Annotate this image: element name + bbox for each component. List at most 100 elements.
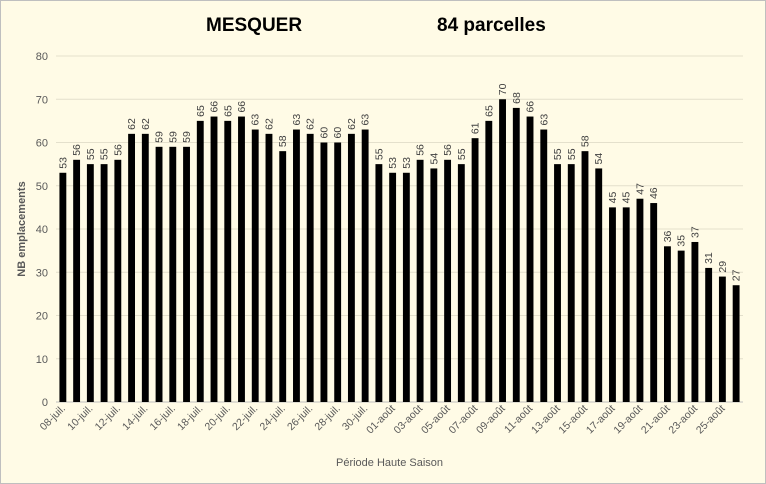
data-label: 53 — [387, 157, 399, 169]
y-tick-label: 60 — [36, 138, 48, 150]
data-label: 56 — [415, 144, 427, 156]
bar — [141, 133, 149, 402]
x-tick-label: 20-juil. — [203, 403, 233, 433]
data-label: 63 — [360, 114, 372, 126]
x-tick-label: 01-août — [364, 403, 398, 437]
data-label: 63 — [291, 114, 303, 126]
data-label: 66 — [525, 101, 537, 113]
data-label: 55 — [456, 148, 468, 160]
y-tick-label: 20 — [36, 311, 48, 323]
bar — [375, 164, 383, 402]
data-label: 62 — [346, 118, 358, 130]
data-label: 65 — [222, 105, 234, 117]
x-tick-label: 14-juil. — [120, 403, 150, 433]
x-tick-label: 07-août — [447, 403, 481, 437]
data-label: 66 — [236, 101, 248, 113]
x-tick-label: 05-août — [419, 403, 453, 437]
y-tick-label: 10 — [36, 354, 48, 366]
data-label: 35 — [676, 235, 688, 247]
bar — [59, 172, 67, 402]
x-tick-label: 28-juil. — [312, 403, 342, 433]
bar — [169, 146, 177, 402]
bar — [100, 164, 108, 402]
data-label: 54 — [593, 153, 605, 165]
data-label: 45 — [607, 192, 619, 204]
bar — [73, 159, 81, 402]
data-label: 59 — [181, 131, 193, 143]
data-label: 55 — [373, 148, 385, 160]
bar — [196, 120, 204, 402]
bar — [86, 164, 94, 402]
x-tick-label: 25-août — [694, 403, 728, 437]
data-label: 65 — [483, 105, 495, 117]
data-label: 55 — [552, 148, 564, 160]
data-label: 62 — [305, 118, 317, 130]
y-tick-label: 70 — [36, 94, 48, 106]
bar — [512, 107, 520, 403]
data-label: 56 — [71, 144, 83, 156]
bar — [251, 129, 259, 402]
bar — [155, 146, 163, 402]
data-label: 63 — [538, 114, 550, 126]
x-tick-label: 22-juil. — [230, 403, 260, 433]
data-label: 27 — [731, 269, 743, 281]
bar — [554, 164, 561, 402]
data-label: 45 — [621, 192, 633, 204]
bar — [705, 267, 713, 402]
x-axis-title: Période Haute Saison — [336, 457, 443, 469]
data-label: 58 — [579, 135, 591, 147]
bar — [471, 138, 479, 403]
bar — [416, 159, 424, 402]
bar — [361, 129, 369, 402]
y-tick-label: 0 — [42, 397, 48, 409]
x-tick-label: 03-août — [392, 403, 426, 437]
data-label: 54 — [428, 153, 440, 165]
y-tick-label: 80 — [36, 51, 48, 63]
x-tick-label: 24-juil. — [257, 403, 287, 433]
bar — [279, 151, 287, 402]
y-tick-label: 30 — [36, 267, 48, 279]
chart-title: MESQUER — [206, 15, 303, 36]
data-label: 53 — [401, 157, 413, 169]
bar — [444, 159, 452, 402]
y-tick-label: 40 — [36, 224, 48, 236]
x-tick-label: 26-juil. — [285, 403, 315, 433]
data-label: 62 — [263, 118, 275, 130]
data-label: 55 — [85, 148, 97, 160]
chart-subtitle: 84 parcelles — [437, 15, 546, 36]
data-label: 70 — [497, 83, 509, 95]
bar — [402, 172, 410, 402]
bar — [334, 142, 342, 402]
x-tick-label: 12-juil. — [93, 403, 123, 433]
data-label: 53 — [57, 157, 69, 169]
bar — [224, 120, 232, 402]
bar — [677, 250, 685, 402]
bar — [485, 120, 493, 402]
bar — [238, 116, 245, 403]
data-label: 31 — [703, 252, 715, 264]
bar — [581, 151, 589, 402]
data-label: 56 — [442, 144, 454, 156]
data-label: 56 — [112, 144, 124, 156]
bar — [306, 133, 314, 402]
bar — [320, 142, 328, 402]
data-label: 66 — [209, 101, 221, 113]
data-label: 60 — [318, 127, 330, 139]
bar — [732, 285, 740, 402]
data-label: 55 — [566, 148, 578, 160]
bar — [457, 164, 465, 402]
data-label: 60 — [332, 127, 344, 139]
bar — [567, 164, 575, 402]
bar — [114, 159, 122, 402]
x-tick-label: 23-août — [666, 403, 700, 437]
bar — [499, 99, 506, 402]
bar — [526, 116, 534, 403]
x-tick-label: 11-août — [502, 403, 535, 436]
bar — [265, 133, 273, 402]
x-tick-label: 21-août — [639, 403, 673, 437]
bar — [347, 133, 355, 402]
data-label: 59 — [167, 131, 179, 143]
data-label: 62 — [126, 118, 138, 130]
y-axis-title: NB emplacements — [16, 181, 28, 276]
